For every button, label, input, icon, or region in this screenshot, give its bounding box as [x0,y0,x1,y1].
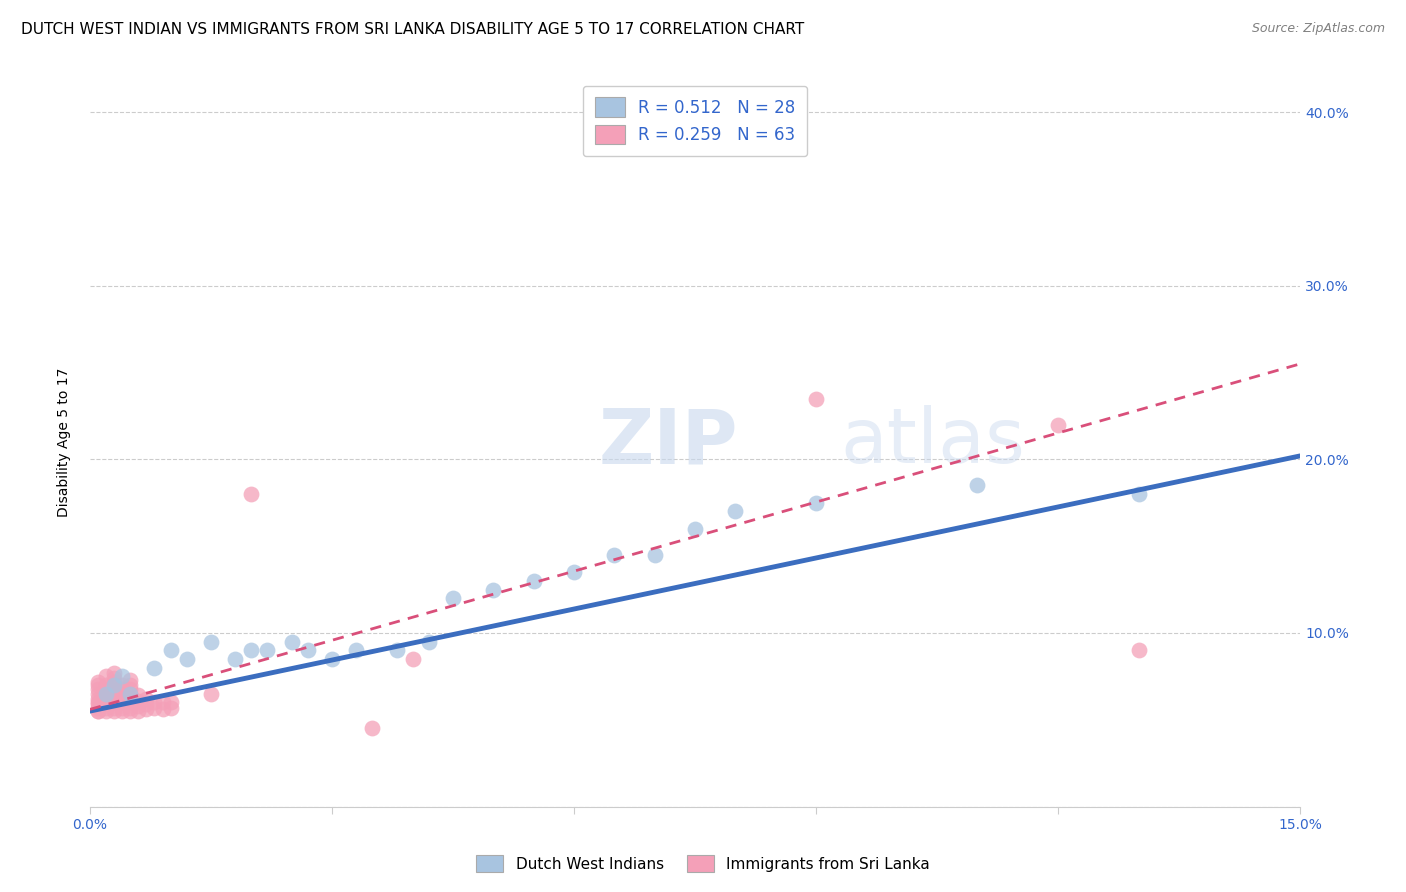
Point [159,700,181,714]
Point [87,674,110,689]
Point [120,700,142,714]
Point [159,695,181,709]
Point [103,692,125,706]
Point [361,722,384,736]
Point [644,548,666,562]
Point [120,681,142,696]
Point [159,643,181,657]
Point [152,695,174,709]
Point [224,652,246,666]
Text: ZIP: ZIP [598,405,738,479]
Point [143,695,166,709]
Point [103,689,125,703]
Point [176,652,198,666]
Point [401,652,423,666]
Point [94,700,117,714]
Point [256,643,278,657]
Point [87,678,110,692]
Point [966,478,988,492]
Point [94,704,117,718]
Point [200,687,222,701]
Point [135,697,157,711]
Point [103,671,125,685]
Point [87,700,110,714]
Point [87,681,110,696]
Point [103,695,125,709]
Point [135,702,157,716]
Point [120,695,142,709]
Point [94,681,117,696]
Point [87,695,110,709]
Point [1128,487,1150,501]
Point [482,582,505,597]
Point [111,687,134,701]
Point [111,681,134,696]
Point [1128,643,1150,657]
Point [103,674,125,689]
Point [120,678,142,692]
Point [111,692,134,706]
Point [87,697,110,711]
Point [152,702,174,716]
Legend: Dutch West Indians, Immigrants from Sri Lanka: Dutch West Indians, Immigrants from Sri … [468,847,938,880]
Point [562,566,585,580]
Point [111,695,134,709]
Point [240,643,263,657]
Point [120,687,142,701]
Point [135,692,157,706]
Point [120,704,142,718]
Point [94,678,117,692]
Point [418,634,440,648]
Legend: R = 0.512   N = 28, R = 0.259   N = 63: R = 0.512 N = 28, R = 0.259 N = 63 [583,86,807,156]
Point [120,687,142,701]
Point [127,689,149,703]
Point [87,692,110,706]
Point [111,700,134,714]
Point [603,548,626,562]
Text: atlas: atlas [841,405,1025,479]
Point [297,643,319,657]
Point [127,694,149,708]
Point [94,669,117,683]
Point [87,704,110,718]
Point [111,704,134,718]
Point [94,687,117,701]
Point [103,680,125,694]
Point [441,591,464,606]
Point [103,678,125,692]
Point [94,687,117,701]
Point [200,634,222,648]
Point [1047,417,1070,432]
Point [344,643,367,657]
Point [804,392,827,406]
Point [523,574,546,588]
Point [321,652,343,666]
Point [804,496,827,510]
Point [385,643,408,657]
Point [111,678,134,692]
Point [94,695,117,709]
Point [103,700,125,714]
Point [127,704,149,718]
Point [143,661,166,675]
Point [103,683,125,698]
Point [120,673,142,687]
Point [280,634,302,648]
Point [240,487,263,501]
Point [683,522,706,536]
Point [87,704,110,718]
Text: DUTCH WEST INDIAN VS IMMIGRANTS FROM SRI LANKA DISABILITY AGE 5 TO 17 CORRELATIO: DUTCH WEST INDIAN VS IMMIGRANTS FROM SRI… [21,22,804,37]
Point [94,690,117,705]
Point [103,665,125,680]
Point [87,687,110,701]
Point [724,504,747,518]
Point [127,698,149,713]
Point [143,700,166,714]
Point [103,704,125,718]
Text: Source: ZipAtlas.com: Source: ZipAtlas.com [1251,22,1385,36]
Y-axis label: Disability Age 5 to 17: Disability Age 5 to 17 [58,368,72,516]
Point [120,692,142,706]
Point [111,669,134,683]
